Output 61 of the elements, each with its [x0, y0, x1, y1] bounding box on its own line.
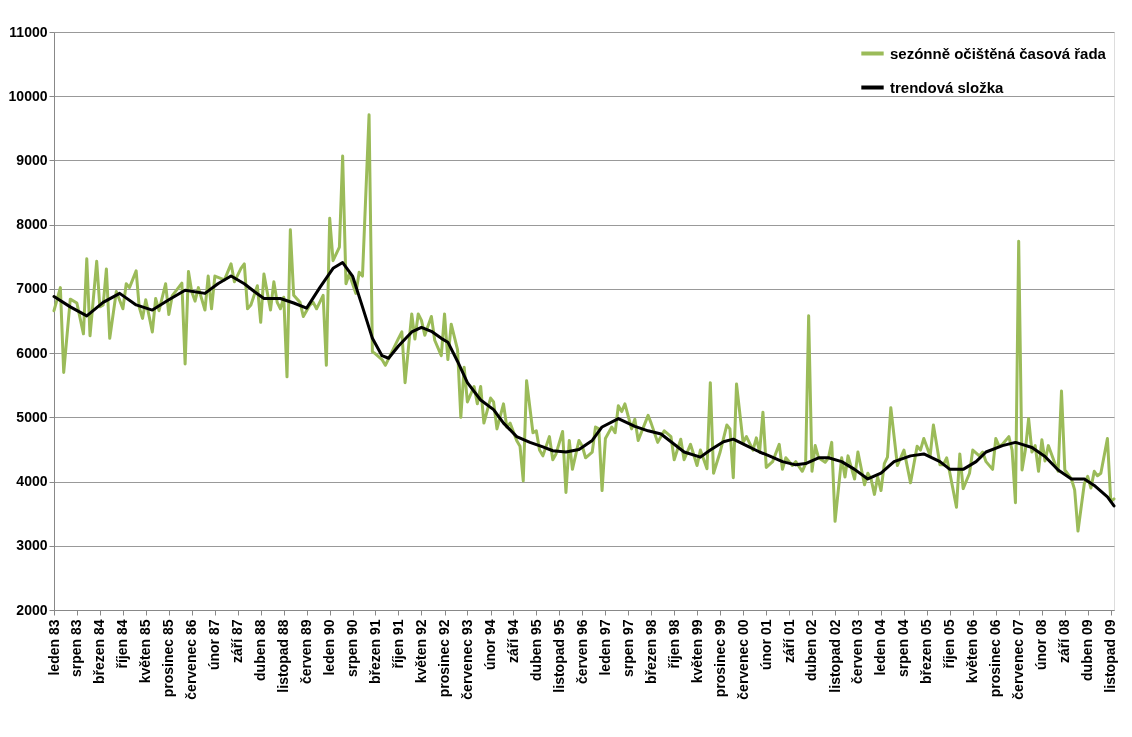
- x-tick-label: listopad 95: [550, 619, 567, 693]
- x-tick-label: listopad 09: [1102, 619, 1119, 693]
- x-tick-label: březen 98: [642, 619, 659, 685]
- x-tick-label: duben 09: [1079, 619, 1096, 681]
- x-tick-label: červenec 93: [458, 619, 475, 700]
- x-tick-label: březen 84: [91, 619, 108, 685]
- x-tick-label: květen 06: [964, 619, 981, 684]
- x-tick-label: únor 01: [757, 619, 774, 671]
- x-tick-label: březen 05: [918, 619, 935, 685]
- y-tick-label: 9000: [16, 151, 48, 168]
- x-tick-label: září 87: [229, 619, 246, 664]
- x-tick-label: leden 83: [45, 619, 62, 676]
- x-tick-label: červen 03: [849, 619, 866, 685]
- x-tick-label: duben 02: [803, 619, 820, 681]
- line-series: [52, 113, 1116, 533]
- x-tick-label: květen 99: [688, 619, 705, 684]
- x-tick-label: červen 89: [298, 619, 315, 685]
- y-tick-label: 11000: [9, 23, 48, 40]
- x-tick-label: únor 08: [1033, 619, 1050, 671]
- y-tick-label: 5000: [16, 408, 48, 425]
- x-tick-label: říjen 84: [114, 619, 131, 669]
- x-tick-label: srpen 83: [68, 619, 85, 678]
- x-tick-label: červenec 00: [734, 619, 751, 700]
- x-tick-label: srpen 97: [619, 619, 636, 678]
- x-tick-label: listopad 02: [826, 619, 843, 693]
- x-tick-label: duben 88: [252, 619, 269, 681]
- x-tick-label: leden 04: [872, 619, 889, 676]
- x-tick-label: prosinec 99: [711, 619, 728, 698]
- x-tick-label: září 08: [1056, 619, 1073, 664]
- x-tick-label: únor 94: [482, 619, 499, 671]
- x-tick-label: leden 90: [321, 619, 338, 676]
- y-tick-label: 4000: [16, 473, 48, 490]
- y-tick-label: 6000: [16, 344, 48, 361]
- x-tick-label: září 94: [504, 619, 521, 664]
- y-tick-label: 3000: [16, 537, 48, 554]
- x-tick-label: srpen 04: [895, 619, 912, 678]
- x-tick-label: prosinec 85: [160, 619, 177, 698]
- x-tick-label: září 01: [780, 619, 797, 664]
- y-tick-label: 7000: [16, 280, 48, 297]
- x-tick-label: květen 92: [412, 619, 429, 684]
- y-tick-label: 8000: [16, 216, 48, 233]
- x-tick-label: srpen 90: [344, 619, 361, 678]
- x-tick-label: únor 87: [206, 619, 223, 671]
- y-tick-label: 2000: [16, 601, 48, 618]
- x-tick-label: březen 91: [366, 619, 383, 685]
- x-tick-label: červenec 86: [183, 619, 200, 700]
- legend-label: sezónně očištěná časová řada: [890, 44, 1107, 62]
- x-tick-label: květen 85: [137, 619, 154, 684]
- x-tick-label: duben 95: [527, 619, 544, 681]
- x-tick-label: červen 96: [573, 619, 590, 685]
- x-tick-label: říjen 05: [941, 619, 958, 669]
- x-tick-label: říjen 91: [389, 619, 406, 669]
- x-tick-label: prosinec 92: [436, 619, 453, 698]
- x-tick-label: listopad 88: [275, 619, 292, 693]
- x-tick-label: říjen 98: [665, 619, 682, 669]
- x-tick-label: prosinec 06: [987, 619, 1004, 698]
- line-series: [52, 261, 1116, 508]
- x-tick-label: leden 97: [596, 619, 613, 676]
- y-tick-label: 10000: [8, 87, 48, 104]
- x-tick-label: červenec 07: [1010, 619, 1027, 700]
- legend-label: trendová složka: [890, 78, 1005, 96]
